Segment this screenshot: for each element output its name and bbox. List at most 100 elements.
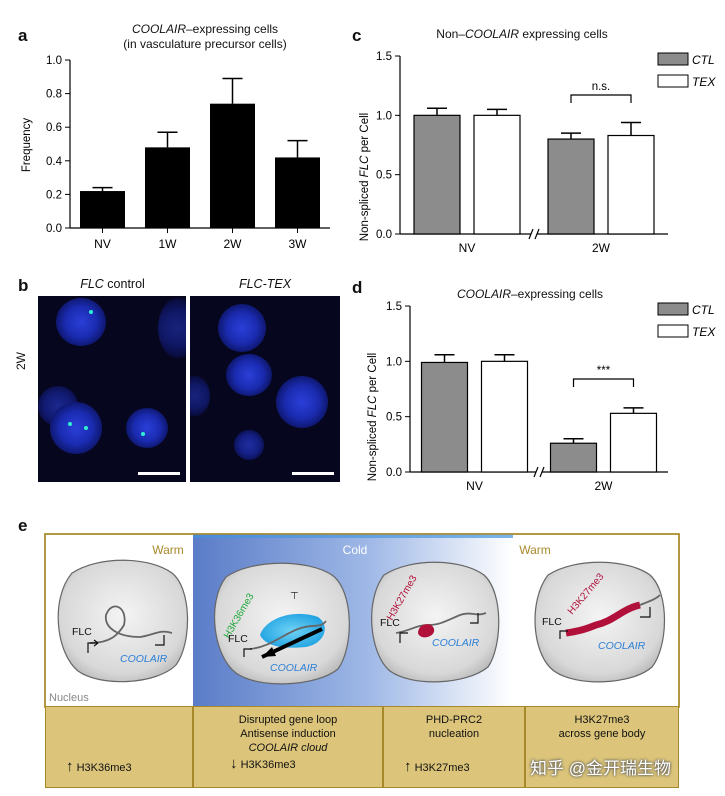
panel-a-subtitle: (in vasculature precursor cells) xyxy=(123,37,287,51)
panel-e-letter: e xyxy=(18,516,28,535)
summary-line: Antisense induction xyxy=(240,728,336,740)
summary-box-2: Disrupted gene loop Antisense induction … xyxy=(193,706,383,788)
nucleus-cell xyxy=(50,402,102,454)
inhibit-glyph: ⊤ xyxy=(290,591,299,602)
flc-label: FLC xyxy=(72,626,92,638)
chart-c-ylabel-italic: FLC xyxy=(359,155,371,177)
panel-c-title-post: expressing cells xyxy=(518,27,608,41)
summary-mark-2: ↓ H3K36me3 xyxy=(230,755,296,772)
summary-mark-1: ↑ H3K36me3 xyxy=(66,758,132,775)
axis-break xyxy=(528,228,534,240)
nucleus-cold-nucleation: H3K27me3 FLC COOLAIR xyxy=(371,561,500,683)
nucleus-label: Nucleus xyxy=(49,692,89,704)
coolair-label: COOLAIR xyxy=(432,637,480,649)
coolair-dot xyxy=(89,310,93,314)
x-tick-label: NV xyxy=(94,237,111,251)
h3k27-spread xyxy=(565,601,641,637)
coolair-dot xyxy=(84,426,88,430)
model-diagram: Warm Cold Warm FLC COOLAIR Nucleus H3K36… xyxy=(44,533,680,708)
panel-b-letter: b xyxy=(18,276,29,295)
panel-c-title-pre: Non– xyxy=(436,27,465,41)
nucleus-cell xyxy=(276,376,328,428)
bar-3W xyxy=(275,157,320,228)
panel-c-title-italic: COOLAIR xyxy=(464,27,519,41)
bar-CTL-2W xyxy=(549,442,598,473)
chart-c-ylabel-post: per Cell xyxy=(359,113,371,156)
legend-label-TEX: TEX xyxy=(692,325,716,339)
summary-line: Disrupted gene loop xyxy=(238,714,338,726)
bar-TEX-NV xyxy=(480,360,529,473)
bar-TEX-NV xyxy=(473,114,521,235)
y-tick-label: 1.5 xyxy=(376,51,392,63)
chart-d-ylabel-italic: FLC xyxy=(367,395,379,417)
axis-break xyxy=(539,466,545,478)
panel-d-title-italic: COOLAIR xyxy=(456,287,511,301)
scale-bar xyxy=(292,472,334,475)
bar-2W xyxy=(210,103,255,228)
panel-d-title-rest: –expressing cells xyxy=(510,287,604,301)
scale-bar xyxy=(138,472,180,475)
legend-swatch-CTL xyxy=(657,302,689,316)
y-tick-label: 0.5 xyxy=(376,170,392,182)
y-tick-label: 0.0 xyxy=(46,223,62,235)
legend-label-CTL: CTL xyxy=(692,53,715,67)
flc-label: FLC xyxy=(542,616,562,628)
panel-c-letter: c xyxy=(352,26,362,45)
summary-line: across gene body xyxy=(558,728,646,740)
nucleus-cell xyxy=(56,298,106,346)
bar-TEX-2W xyxy=(609,412,658,473)
significance-label: *** xyxy=(597,365,611,377)
legend-label-TEX: TEX xyxy=(692,75,716,89)
flc-label: FLC xyxy=(228,633,248,645)
y-tick-label: 0.2 xyxy=(46,189,62,201)
x-tick-label: 2W xyxy=(592,241,611,255)
panel-d-letter: d xyxy=(352,278,363,297)
label-warm-1: Warm xyxy=(152,543,184,557)
flc-label: FLC xyxy=(380,617,400,629)
nucleus-warm-spread: H3K27me3 FLC COOLAIR xyxy=(534,561,665,683)
panel-b-left-title-rest: control xyxy=(103,277,145,291)
chart-c-ylabel-pre: Non-spliced xyxy=(359,177,371,241)
cold-bar xyxy=(193,534,513,538)
summary-box-3: PHD-PRC2 nucleation ↑ H3K27me3 xyxy=(383,706,525,788)
h3k27-nucleation xyxy=(418,624,435,638)
significance-label: n.s. xyxy=(592,81,611,93)
chart-c: 0.0 0.5 1.0 1.5 NV 2W n.s. CTL TEX Non-spliced F… xyxy=(359,51,716,255)
nucleus-cell xyxy=(158,298,186,358)
chart-d-ylabel-post: per Cell xyxy=(367,353,379,396)
chart-d-ylabel: Non-spliced FLC per Cell xyxy=(367,353,379,481)
panel-a-title-italic: COOLAIR xyxy=(131,22,186,36)
summary-box-1: ↑ H3K36me3 xyxy=(45,706,193,788)
y-tick-label: 0.0 xyxy=(376,229,392,241)
summary-line: nucleation xyxy=(428,728,480,740)
chart-a: 0.0 0.2 0.4 0.6 0.8 1.0 NV 1W 2W 3W Frequency xyxy=(21,55,330,251)
summary-box-4: H3K27me3 across gene body xyxy=(525,706,679,788)
panel-b-left-title-italic: FLC xyxy=(80,277,104,291)
axis-break xyxy=(534,228,540,240)
summary-line: COOLAIR cloud xyxy=(248,742,328,754)
bar-CTL-NV xyxy=(413,114,461,235)
significance-bracket xyxy=(570,94,632,103)
panel-b-right-title: FLC-TEX xyxy=(238,277,292,291)
panel-d-title: COOLAIR–expressing cells xyxy=(420,287,640,301)
nucleus-cell xyxy=(190,376,210,416)
legend-swatch-TEX xyxy=(657,324,689,338)
y-tick-label: 1.5 xyxy=(386,301,402,313)
x-tick-label: 2W xyxy=(595,479,614,493)
watermark: 知乎 @金开瑞生物 xyxy=(530,759,671,778)
coolair-label: COOLAIR xyxy=(270,662,318,674)
y-tick-label: 0.6 xyxy=(46,122,62,134)
bar-TEX-2W xyxy=(607,134,655,235)
bar-1W xyxy=(145,147,190,228)
label-warm-2: Warm xyxy=(519,543,551,557)
nucleus-cell xyxy=(218,304,266,352)
summary-line: PHD-PRC2 xyxy=(425,714,483,726)
nucleus-warm-start: FLC COOLAIR xyxy=(57,559,189,683)
legend-label-CTL: CTL xyxy=(692,303,715,317)
panel-b-row-label: 2W xyxy=(14,352,28,370)
chart-d-ylabel-pre: Non-spliced xyxy=(367,417,379,481)
y-tick-label: 0.0 xyxy=(386,467,402,479)
coolair-dot xyxy=(141,432,145,436)
label-cold: Cold xyxy=(343,543,368,557)
chart-a-ylabel: Frequency xyxy=(21,118,33,173)
